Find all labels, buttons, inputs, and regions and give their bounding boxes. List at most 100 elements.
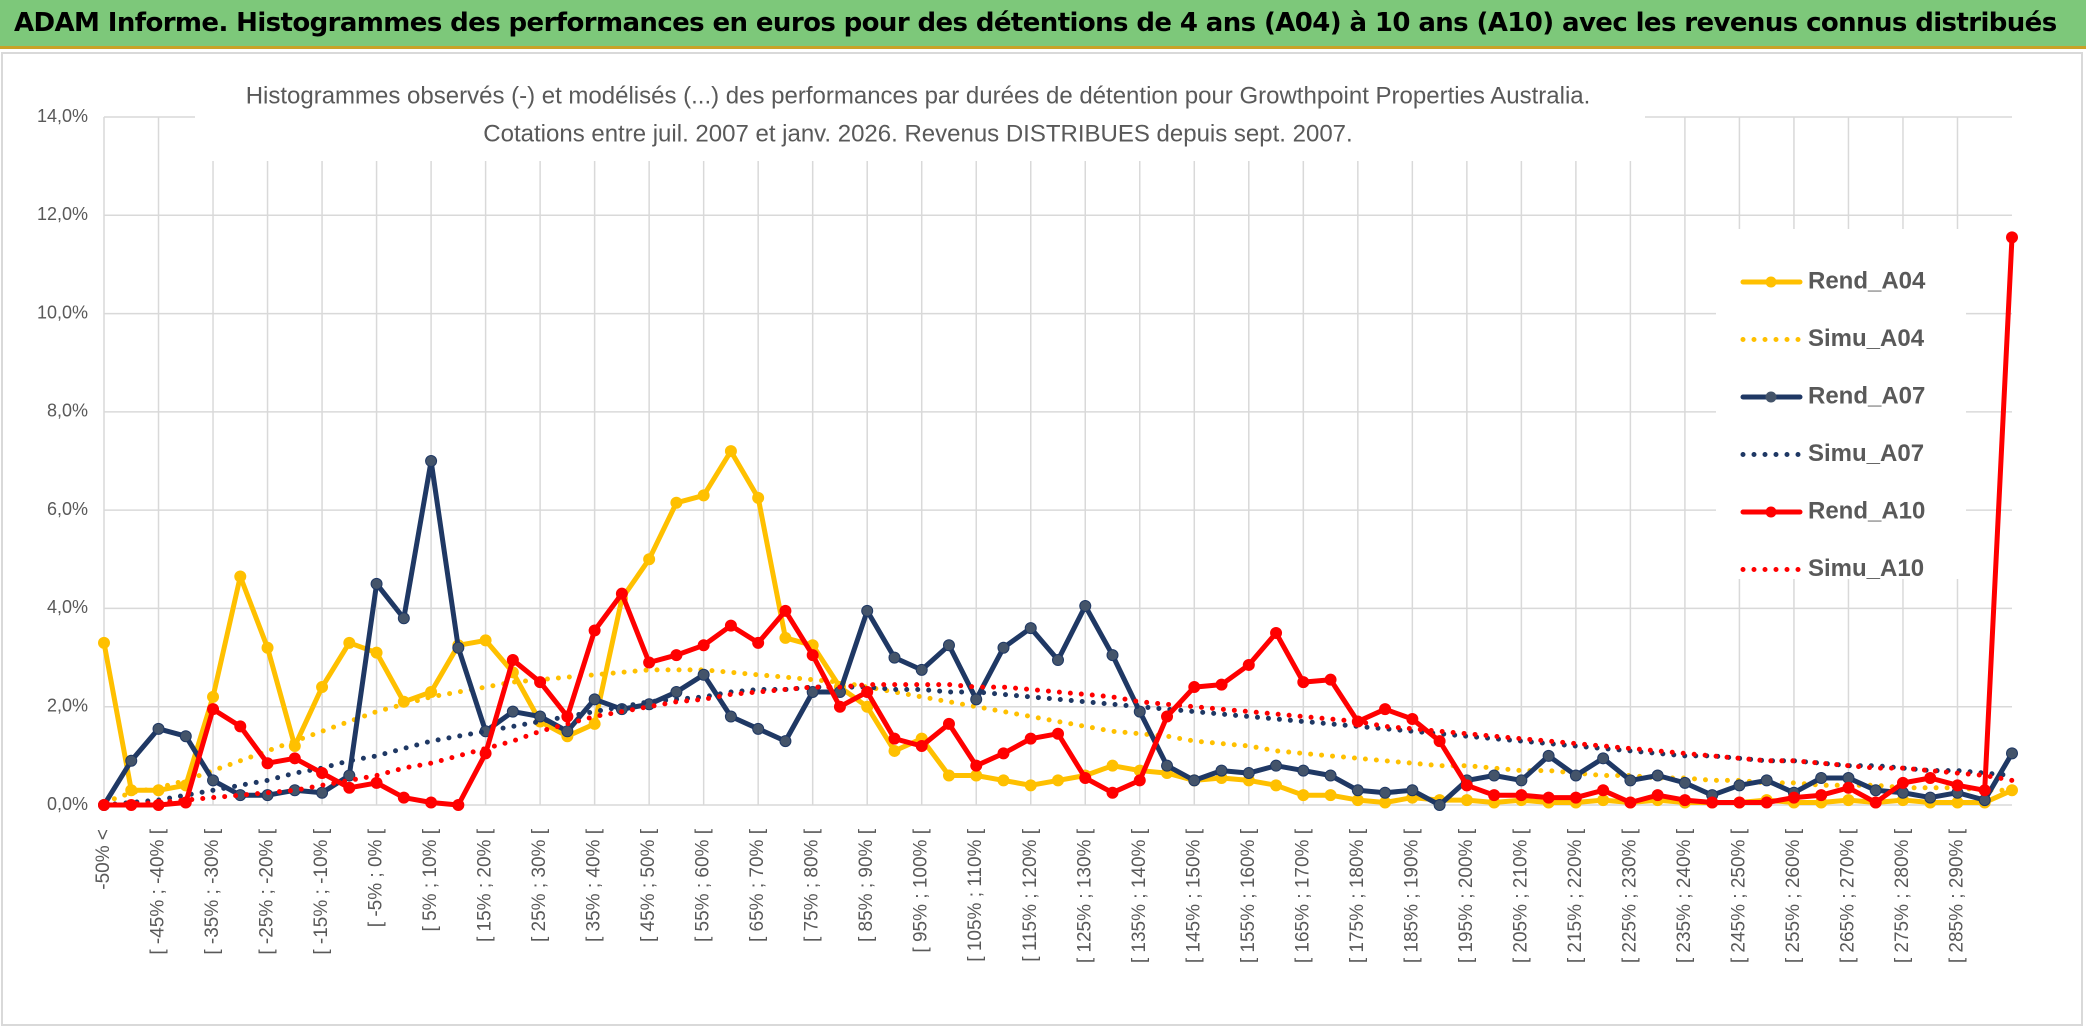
data-point [997, 747, 1010, 760]
data-point [670, 496, 683, 509]
x-tick-label: [ 255% ; 260% [ [1783, 828, 1804, 963]
x-tick-label: [ 45% ; 50% [ [638, 828, 659, 942]
data-point [1052, 727, 1064, 740]
data-point [1460, 779, 1473, 792]
data-point [1351, 715, 1364, 728]
data-point [697, 489, 710, 502]
data-point [1024, 779, 1037, 792]
x-tick-label: [ 205% ; 210% [ [1510, 828, 1531, 963]
data-point [1760, 774, 1773, 787]
data-point [397, 791, 410, 804]
chart: 0,0% 2,0% 4,0% 6,0% 8,0% 10,0% 12,0% 14,0% -50% … [1, 52, 2083, 1026]
data-point [506, 654, 519, 667]
y-tick-label: 6,0% [47, 499, 88, 519]
x-tick-label: [ 265% ; 270% [ [1837, 828, 1858, 963]
data-point [970, 759, 983, 772]
data-point [179, 730, 192, 743]
data-point [1297, 676, 1310, 689]
data-point [1488, 769, 1501, 782]
data-point [343, 769, 356, 782]
data-point [2006, 784, 2018, 797]
data-point [261, 641, 274, 654]
data-point [425, 455, 438, 467]
data-point [643, 656, 656, 669]
title-background [195, 61, 1645, 161]
data-point [806, 685, 819, 698]
data-point [997, 641, 1010, 654]
data-point [1379, 786, 1392, 799]
data-point [1678, 776, 1691, 789]
data-point [561, 725, 574, 738]
legend-label: Rend_A04 [1808, 267, 1926, 294]
y-tick-label: 14,0% [37, 106, 88, 126]
data-point [2006, 231, 2018, 244]
x-tick-label: [ 185% ; 190% [ [1401, 828, 1422, 963]
data-point [670, 649, 683, 662]
data-point [779, 604, 792, 617]
data-point [1106, 649, 1119, 662]
y-tick-label: 0,0% [47, 794, 88, 814]
header-title: ADAM Informe. Histogrammes des performan… [14, 8, 2057, 38]
data-point [1787, 791, 1800, 804]
x-tick-label: [ 235% ; 240% [ [1674, 828, 1695, 963]
data-point [234, 570, 247, 583]
data-point [779, 735, 792, 748]
chart-title: Histogrammes observés (-) et modélisés (… [246, 82, 1591, 109]
data-point [1842, 781, 1855, 794]
data-point [1706, 796, 1719, 809]
data-point [1597, 784, 1610, 797]
legend-label: Rend_A10 [1808, 497, 1925, 524]
data-point [997, 774, 1010, 787]
data-point [370, 776, 383, 789]
data-point [1433, 735, 1446, 748]
data-point [1052, 654, 1064, 667]
data-point [1815, 771, 1828, 784]
x-tick-label: [ 275% ; 280% [ [1892, 828, 1913, 963]
data-point [1869, 796, 1882, 809]
data-point [1324, 673, 1337, 686]
data-point [588, 624, 601, 637]
x-tick-label: [ 285% ; 290% [ [1947, 828, 1968, 963]
data-point [1242, 658, 1255, 671]
data-point [861, 700, 874, 713]
data-point [888, 744, 901, 757]
data-point [1651, 789, 1664, 802]
data-point [1270, 759, 1283, 772]
data-point [207, 690, 220, 703]
data-point [316, 681, 329, 694]
data-point [1597, 752, 1610, 765]
x-tick-label: [ 5% ; 10% [ [420, 828, 441, 931]
data-point [1188, 774, 1201, 787]
series-line [101, 682, 2015, 808]
x-tick-label: [ 245% ; 250% [ [1728, 828, 1749, 963]
data-point [534, 710, 547, 723]
data-point [588, 717, 601, 730]
data-point [697, 668, 710, 681]
x-tick-label: [ 135% ; 140% [ [1129, 828, 1150, 963]
legend-box [1716, 229, 1966, 579]
data-point [425, 796, 438, 809]
data-point [1379, 703, 1392, 716]
data-point [752, 722, 765, 735]
data-point [1024, 732, 1037, 745]
data-point [1297, 764, 1310, 777]
data-point [670, 685, 683, 698]
data-point [1161, 710, 1174, 723]
data-point [1215, 678, 1228, 691]
x-tick-label: [ -5% ; 0% [ [366, 828, 387, 927]
x-tick-label: [ 85% ; 90% [ [856, 828, 877, 942]
data-point [370, 577, 383, 590]
legend-marker [1765, 276, 1777, 288]
x-tick-label: [ -45% ; -40% [ [148, 828, 169, 954]
data-point [588, 693, 601, 706]
data-point [1161, 759, 1174, 772]
data-point [261, 757, 274, 770]
data-point [1515, 789, 1528, 802]
data-point [1624, 774, 1637, 787]
data-point [1106, 786, 1119, 799]
data-point [888, 732, 901, 745]
data-point [779, 631, 792, 644]
data-point [752, 636, 765, 649]
x-tick-label: [ -25% ; -20% [ [257, 828, 278, 954]
x-tick-label: -50% < [93, 829, 114, 890]
